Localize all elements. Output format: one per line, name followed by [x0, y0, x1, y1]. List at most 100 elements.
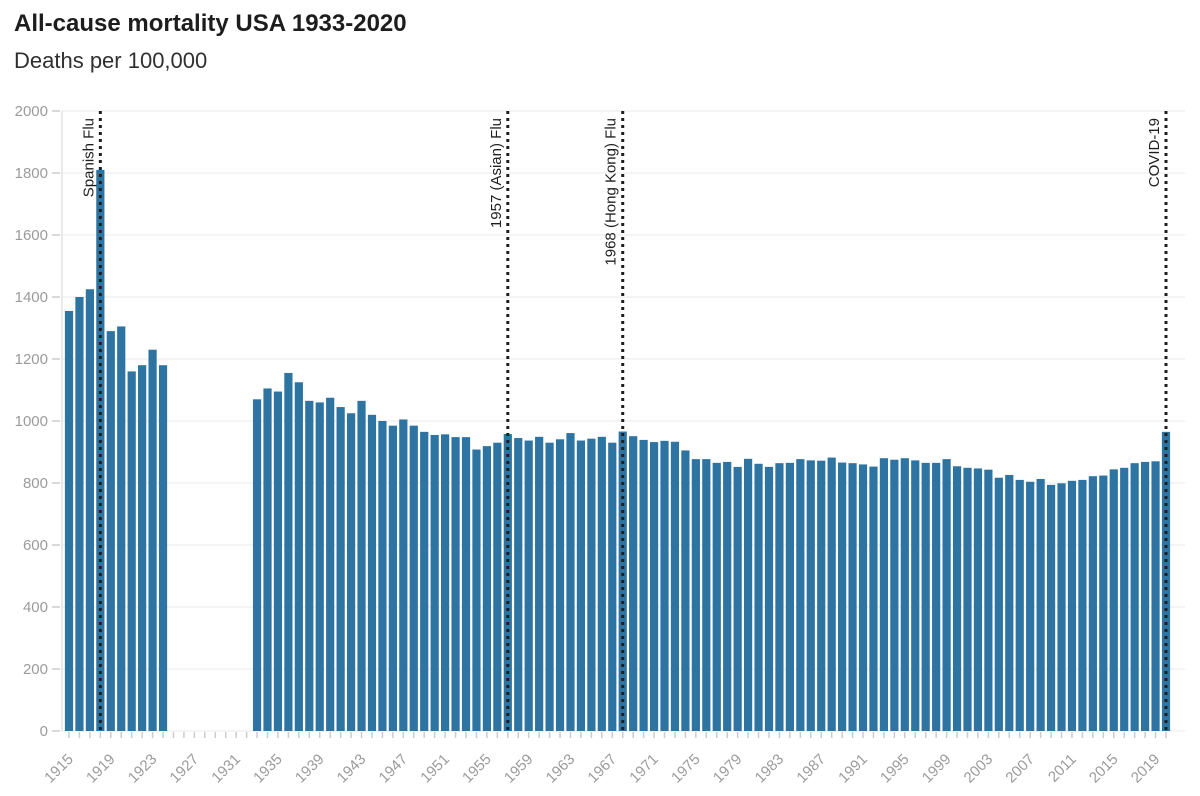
bar-2010: [1057, 483, 1066, 731]
y-axis-label: 1400: [15, 289, 48, 306]
x-axis-label: 1935: [250, 751, 286, 787]
bar-1938: [305, 400, 314, 731]
bar-1972: [660, 440, 669, 731]
bar-1951: [441, 434, 450, 731]
bar-1915: [64, 310, 74, 731]
bar-2019: [1151, 461, 1160, 731]
bar-1970: [639, 439, 648, 731]
y-axis-label: 2000: [15, 103, 48, 120]
bar-1996: [911, 460, 920, 731]
bar-1922: [138, 365, 147, 731]
bar-1999: [942, 459, 951, 731]
bar-1933: [252, 399, 262, 731]
annotation-label: 1968 (Hong Kong) Flu: [603, 118, 620, 266]
bar-2004: [994, 477, 1003, 731]
bar-1998: [932, 462, 941, 731]
annotations: Spanish Flu 1957 (Asian) Flu 1968 (Hong Ko…: [80, 111, 1168, 731]
x-axis-labels: 1915 1919 1923 1927 1931 1935 1939 1943 1947 1951…: [41, 751, 1163, 787]
bar-1979: [733, 466, 742, 731]
bar-2011: [1067, 480, 1077, 731]
chart-subtitle: Deaths per 100,000: [14, 48, 208, 73]
x-axis-label: 1947: [376, 751, 412, 787]
bar-1980: [743, 458, 753, 731]
bar-1960: [535, 436, 544, 731]
x-axis-label: 2003: [961, 751, 997, 787]
bar-2003: [984, 469, 993, 731]
x-axis-label: 1975: [668, 751, 704, 787]
bar-1956: [493, 442, 502, 731]
bar-1993: [879, 458, 889, 731]
bar-1935: [273, 391, 283, 731]
x-axis-label: 1939: [292, 751, 328, 787]
bar-2000: [952, 466, 962, 731]
bar-1937: [294, 382, 303, 731]
bar-1923: [148, 349, 157, 731]
x-axis-label: 1955: [459, 751, 495, 787]
annotation-label: Spanish Flu: [80, 118, 97, 197]
bar-1946: [388, 425, 397, 731]
y-axis-label: 1000: [15, 413, 48, 430]
bar-1967: [608, 442, 617, 731]
bar-1991: [858, 464, 868, 731]
x-axis-label: 1951: [417, 751, 453, 787]
x-axis-label: 1999: [919, 751, 955, 787]
bar-1959: [524, 440, 533, 731]
y-axis-label: 400: [23, 599, 48, 616]
x-axis-label: 2011: [1045, 751, 1080, 786]
bar-2005: [1005, 474, 1014, 731]
bar-1974: [681, 450, 690, 731]
bar-1948: [409, 425, 418, 731]
bar-1986: [806, 460, 815, 731]
bar-2008: [1036, 478, 1045, 731]
bar-2018: [1141, 461, 1150, 731]
annotation-label: COVID-19: [1146, 118, 1163, 187]
bar-2012: [1078, 479, 1087, 731]
bar-1969: [629, 436, 638, 731]
y-axis-label: 1600: [15, 227, 48, 244]
bar-1939: [315, 402, 324, 731]
bar-1981: [754, 463, 763, 731]
bar-1985: [796, 459, 805, 731]
x-axis-label: 1943: [334, 751, 370, 787]
bar-1997: [921, 462, 930, 731]
chart-title: All-cause mortality USA 1933-2020: [14, 10, 407, 37]
x-axis-label: 1967: [584, 751, 620, 787]
x-axis-label: 1995: [877, 751, 913, 787]
bar-2006: [1015, 479, 1024, 731]
bar-1971: [649, 442, 659, 731]
bar-1921: [127, 371, 136, 731]
bar-2009: [1046, 484, 1056, 731]
bar-1934: [263, 388, 272, 731]
y-axis-label: 1200: [15, 351, 48, 368]
x-axis-label: 1919: [83, 751, 119, 787]
bar-1952: [451, 437, 460, 731]
bar-1920: [117, 326, 126, 731]
x-axis-label: 1959: [501, 751, 537, 787]
bar-1990: [848, 463, 857, 731]
x-axis-label: 2007: [1002, 751, 1038, 787]
bar-1988: [827, 457, 836, 731]
bar-1976: [702, 459, 711, 731]
x-axis-label: 1931: [208, 751, 244, 787]
x-axis-label: 1991: [835, 751, 871, 787]
bar-1955: [482, 446, 492, 731]
x-axis-label: 1927: [167, 751, 203, 787]
bar-1982: [764, 466, 774, 731]
bar-1965: [587, 438, 596, 731]
x-axis-label: 2019: [1128, 751, 1164, 787]
bar-1992: [869, 466, 878, 731]
y-axis-label: 600: [23, 537, 48, 554]
bar-2016: [1120, 467, 1129, 731]
y-axis-labels: 0 200 400 600 800 1000 1200 1400 1600 1800 2000: [15, 103, 48, 740]
bar-2007: [1026, 481, 1035, 731]
bar-1947: [399, 419, 408, 731]
x-axis-label: 1915: [41, 751, 77, 787]
bar-1963: [566, 433, 575, 731]
bar-1962: [555, 439, 565, 731]
x-axis-label: 2015: [1086, 751, 1122, 787]
bars: [64, 169, 1171, 731]
bar-2013: [1088, 476, 1097, 731]
bar-1958: [514, 438, 523, 731]
bar-1919: [106, 331, 115, 731]
